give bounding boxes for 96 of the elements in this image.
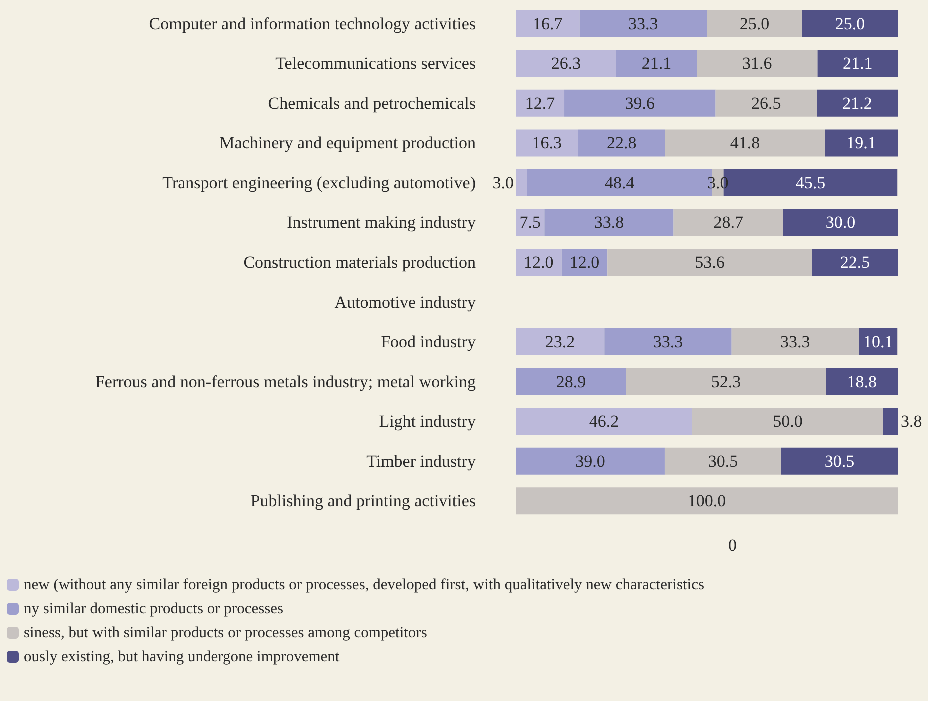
- data-label: 50.0: [773, 412, 803, 432]
- data-label: 33.8: [594, 213, 624, 232]
- bar: [516, 90, 565, 117]
- data-label: 21.1: [843, 54, 873, 74]
- data-label: 30.0: [826, 213, 856, 232]
- data-label: 39.0: [576, 452, 606, 471]
- data-label: 25.0: [835, 14, 866, 34]
- data-label: 100.0: [688, 492, 726, 511]
- legend-label: ously existing, but having undergone improvement: [24, 648, 340, 666]
- data-label: 23.2: [545, 332, 576, 352]
- bar: [825, 130, 898, 157]
- y-tick-label: Telecommunications services: [276, 54, 476, 74]
- bar: [664, 448, 782, 475]
- data-label: 52.3: [711, 372, 742, 392]
- bar: [783, 209, 898, 236]
- bar: [883, 408, 898, 436]
- y-tick-label: Food industry: [381, 332, 476, 352]
- y-tick-label: Instrument making industry: [287, 213, 476, 232]
- bar: [732, 328, 860, 356]
- bar: [818, 50, 898, 78]
- legend-label: new (without any similar foreign products or processes, developed first, with qualitatively new characteristics: [24, 576, 705, 594]
- bar: [692, 408, 884, 436]
- bar: [707, 10, 802, 38]
- y-tick-label: Construction materials production: [244, 253, 476, 272]
- bar: [626, 368, 826, 396]
- data-label: 12.0: [524, 253, 554, 272]
- bar: [580, 10, 707, 38]
- y-tick-label: Ferrous and non-ferrous metals industry; metal working: [95, 372, 476, 392]
- y-tick-label: Automotive industry: [334, 292, 476, 312]
- bar: [564, 90, 716, 117]
- data-label: 22.8: [606, 134, 637, 153]
- data-label: 28.7: [714, 213, 744, 232]
- bar: [516, 448, 665, 475]
- data-label: 10.1: [863, 332, 894, 352]
- bar: [516, 408, 692, 436]
- data-label: 33.3: [780, 332, 810, 352]
- bar: [697, 50, 818, 78]
- text: 0: [728, 536, 737, 555]
- y-tick-label: Timber industry: [366, 452, 476, 471]
- bar: [516, 249, 562, 276]
- data-label: 12.7: [525, 94, 556, 113]
- y-tick-label: Machinery and equipment production: [220, 134, 476, 153]
- legend-label: ny similar domestic products or processes: [24, 600, 284, 618]
- data-label: 26.3: [551, 54, 582, 74]
- data-label: 3.8: [901, 412, 922, 432]
- legend-label: siness, but with similar products or processes among competitors: [24, 624, 428, 642]
- bar: [616, 50, 698, 78]
- data-label: 46.2: [589, 412, 620, 432]
- data-label: 7.5: [520, 213, 541, 232]
- bar: [817, 90, 898, 117]
- data-label: 39.6: [625, 94, 656, 113]
- bar: [516, 130, 578, 157]
- bar: [516, 328, 605, 356]
- data-label: 25.0: [740, 14, 770, 34]
- data-label: 22.5: [840, 253, 870, 272]
- bar: [516, 10, 580, 38]
- bar: [516, 50, 616, 78]
- bar: [544, 209, 674, 236]
- data-label: 3.0: [492, 173, 514, 192]
- data-label: 16.3: [532, 134, 562, 153]
- data-label: 21.2: [842, 94, 872, 113]
- data-label: 33.3: [628, 14, 658, 34]
- bar: [812, 249, 898, 276]
- data-label: 18.8: [847, 372, 877, 392]
- bar: [578, 130, 666, 157]
- y-tick-label: Chemicals and petrochemicals: [268, 94, 476, 113]
- data-label: 21.1: [642, 54, 672, 74]
- data-label: 31.6: [742, 54, 772, 74]
- data-label: 48.4: [605, 173, 636, 192]
- bar: [716, 90, 818, 117]
- data-label: 26.5: [752, 94, 782, 113]
- y-tick-label: Transport engineering (excluding automotive): [162, 173, 476, 192]
- bar: [826, 368, 898, 396]
- bar: [608, 249, 812, 276]
- bar: [665, 130, 826, 157]
- data-label: 28.9: [556, 372, 586, 392]
- y-tick-label: Publishing and printing activities: [250, 492, 476, 511]
- y-tick-label: Light industry: [379, 412, 476, 432]
- bar: [674, 209, 784, 236]
- data-label: 41.8: [730, 134, 760, 153]
- bar: [781, 448, 898, 475]
- data-label: 30.5: [708, 452, 738, 471]
- bar: [516, 488, 898, 515]
- data-label: 12.0: [570, 253, 600, 272]
- bar: [859, 328, 898, 356]
- bar: [516, 169, 528, 196]
- bar: [604, 328, 732, 356]
- data-label: 19.1: [846, 134, 876, 153]
- bar: [516, 368, 626, 396]
- bar: [802, 10, 898, 38]
- data-label: 53.6: [695, 253, 725, 272]
- y-tick-label: Computer and information technology activities: [149, 14, 476, 34]
- data-label: 33.3: [653, 332, 684, 352]
- data-label: 30.5: [824, 452, 855, 471]
- data-label: 45.5: [796, 173, 826, 192]
- data-label: 16.7: [533, 14, 564, 34]
